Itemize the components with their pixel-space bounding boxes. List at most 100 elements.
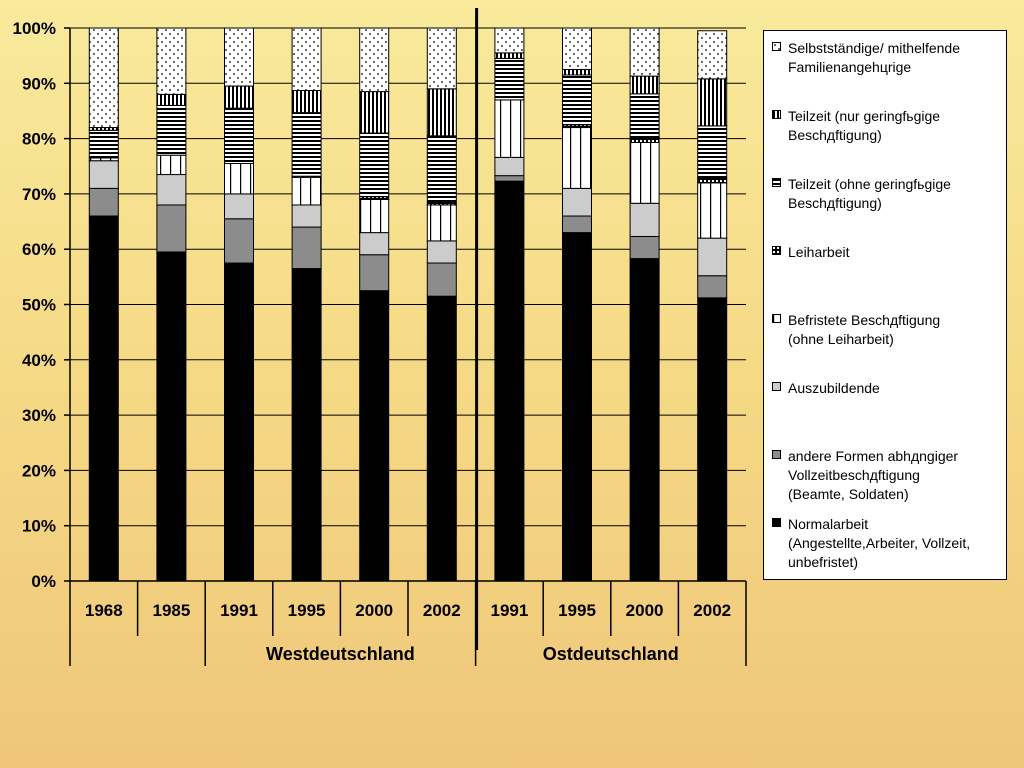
bar-segment	[494, 27, 525, 54]
bar-segment	[156, 251, 187, 582]
legend-swatch	[772, 178, 781, 187]
bar-segment	[629, 75, 660, 95]
bar-segment	[359, 290, 390, 582]
bar-segment	[562, 27, 592, 70]
y-tick-label: 50%	[22, 296, 56, 315]
bar-segment	[359, 132, 390, 198]
bar-segment	[629, 141, 660, 204]
y-tick-label: 40%	[22, 351, 56, 370]
bar-segment	[697, 182, 728, 239]
y-tick-label: 30%	[22, 406, 56, 425]
bar-segment	[156, 204, 187, 253]
bar-segment	[562, 187, 592, 217]
x-tick-label: 2002	[693, 601, 731, 620]
bar-segment	[426, 295, 457, 582]
legend-label: Teilzeit (nur geringfьgige Beschдftigung…	[788, 108, 941, 143]
bar-segment	[697, 297, 728, 582]
legend-label: Leiharbeit	[788, 244, 850, 260]
y-tick-label: 100%	[13, 19, 56, 38]
y-tick-label: 80%	[22, 130, 56, 149]
bar-segment	[156, 154, 187, 176]
x-tick-label: 1968	[85, 601, 123, 620]
bar-segment	[426, 27, 457, 90]
legend-label: Selbstständige/ mithelfende Familienange…	[788, 40, 960, 75]
legend: Selbstständige/ mithelfende Familienange…	[763, 30, 1007, 580]
bar-segment	[697, 30, 728, 80]
y-tick-label: 10%	[22, 517, 56, 536]
bar-segment	[88, 27, 119, 129]
legend-swatch	[772, 246, 781, 255]
bar-segment	[359, 198, 390, 234]
legend-label: Auszubildende	[788, 380, 880, 396]
bar-segment	[291, 176, 322, 206]
x-tick-label: 2000	[626, 601, 664, 620]
bar-segment	[697, 237, 728, 277]
bar-segment	[156, 27, 187, 95]
bar-segment	[156, 93, 187, 106]
bar-segment	[359, 254, 390, 292]
bar-segment	[494, 156, 525, 177]
bar-segment	[562, 232, 592, 582]
bar-segment	[697, 78, 728, 127]
bar-segment	[291, 268, 322, 582]
bar-segment	[291, 89, 322, 114]
x-tick-label: 1995	[558, 601, 596, 620]
legend-swatch	[772, 42, 781, 51]
bar-segment	[494, 180, 525, 582]
y-tick-label: 90%	[22, 74, 56, 93]
bar-segment	[629, 27, 660, 77]
x-tick-label: 1991	[490, 601, 528, 620]
bar-segment	[426, 262, 457, 297]
bar-segment	[494, 175, 525, 182]
bar-segment	[359, 91, 390, 134]
bar-segment	[88, 187, 119, 217]
bar-segment	[224, 218, 254, 264]
bar-segment	[291, 226, 322, 270]
bar-segment	[562, 127, 592, 189]
bar-segment	[291, 27, 322, 91]
bars	[88, 27, 728, 582]
bar-segment	[291, 204, 322, 228]
bar-segment	[88, 215, 119, 582]
legend-swatch	[772, 314, 781, 323]
bar-segment	[224, 162, 254, 195]
legend-swatch	[772, 382, 781, 391]
bar-segment	[629, 137, 660, 143]
bar-segment	[562, 215, 592, 234]
group-label: Ostdeutschland	[543, 644, 679, 664]
bar-segment	[629, 235, 660, 260]
bar-segment	[697, 177, 728, 184]
bar-segment	[562, 68, 592, 76]
bar-segment	[629, 202, 660, 237]
bar-segment	[629, 93, 660, 139]
bar-segment	[359, 27, 390, 93]
bar-segment	[156, 104, 187, 156]
bar-segment	[426, 88, 457, 137]
bar-segment	[494, 57, 525, 101]
group-label: Westdeutschland	[266, 644, 415, 664]
bar-segment	[291, 112, 322, 177]
y-tick-label: 0%	[31, 572, 56, 591]
axis-labels: 0% 10% 20% 30% 40% 50% 60% 70% 80% 90% 100% 1968 198…	[13, 19, 732, 664]
x-tick-label: 1995	[288, 601, 326, 620]
bar-segment	[359, 232, 390, 256]
y-tick-label: 70%	[22, 185, 56, 204]
bar-segment	[88, 160, 119, 189]
bar-segment	[224, 193, 254, 220]
legend-label: Teilzeit (ohne geringfьgige Beschдftigun…	[788, 176, 951, 211]
bar-segment	[562, 74, 592, 126]
bar-segment	[426, 204, 457, 242]
x-tick-label: 2002	[423, 601, 461, 620]
bar-segment	[426, 240, 457, 264]
bar-segment	[629, 258, 660, 582]
bar-segment	[494, 52, 525, 59]
bar-segment	[224, 262, 254, 582]
legend-label: andere Formen abhдngiger Vollzeitbeschдf…	[788, 448, 959, 502]
x-tick-label: 2000	[355, 601, 393, 620]
bar-segment	[156, 174, 187, 206]
x-tick-label: 1991	[220, 601, 258, 620]
y-tick-label: 60%	[22, 240, 56, 259]
x-tick-label: 1985	[152, 601, 190, 620]
legend-label: Befristete Beschдftigung (ohne Leiharbei…	[788, 312, 941, 347]
